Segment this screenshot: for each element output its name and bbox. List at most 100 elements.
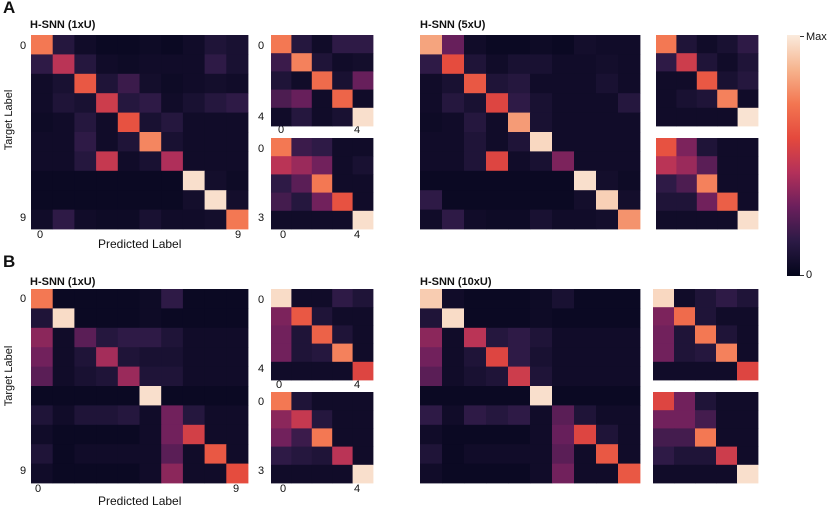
heatmap-cell bbox=[442, 54, 465, 75]
heatmap-cell bbox=[486, 405, 509, 426]
heatmap-cell bbox=[530, 386, 553, 406]
heatmap-cell bbox=[717, 53, 738, 72]
heatmap-cell bbox=[530, 54, 553, 75]
heatmap-cell bbox=[352, 156, 374, 175]
heatmap-cell bbox=[716, 410, 738, 429]
heatmap-cell bbox=[31, 424, 54, 445]
colorbar-min-label: 0 bbox=[806, 269, 813, 281]
heatmap-cell bbox=[656, 71, 677, 90]
heatmap-10 bbox=[653, 289, 759, 381]
heatmap-cell bbox=[117, 54, 140, 75]
heatmap-cell bbox=[161, 289, 184, 309]
heatmap-cell bbox=[574, 112, 597, 133]
heatmap-cell bbox=[717, 192, 738, 212]
heatmap-cell bbox=[737, 192, 759, 212]
heatmap-cell bbox=[716, 392, 738, 411]
heatmap-cell bbox=[442, 35, 465, 55]
heatmap-cell bbox=[291, 392, 313, 411]
tick-b-x0: 0 bbox=[35, 483, 42, 495]
heatmap-cell bbox=[674, 289, 696, 308]
heatmap-cell bbox=[74, 93, 97, 113]
heatmap-cell bbox=[271, 392, 292, 411]
heatmap-cell bbox=[117, 112, 140, 133]
heatmap-cell bbox=[352, 192, 374, 212]
heatmap-cell bbox=[311, 289, 333, 308]
heatmap-cell bbox=[486, 463, 509, 484]
heatmap-title-b-left: H-SNN (1xU) bbox=[30, 276, 96, 288]
heatmap-cell bbox=[530, 463, 553, 484]
heatmap-cell bbox=[716, 289, 738, 308]
heatmap-cell bbox=[52, 151, 75, 172]
heatmap-cell bbox=[618, 327, 641, 348]
tick-a-small2-y0: 0 bbox=[258, 143, 265, 155]
heatmap-cell bbox=[352, 392, 374, 411]
heatmap-cell bbox=[696, 192, 718, 212]
tick-b-x9: 9 bbox=[233, 483, 240, 495]
heatmap-cell bbox=[596, 327, 619, 348]
heatmap-cell bbox=[204, 190, 227, 210]
heatmap-cell bbox=[530, 209, 553, 230]
heatmap-8 bbox=[271, 392, 374, 484]
tick-b-y9: 9 bbox=[20, 465, 27, 477]
heatmap-cell bbox=[442, 289, 465, 309]
heatmap-cell bbox=[618, 35, 641, 55]
heatmap-cell bbox=[204, 386, 227, 406]
heatmap-cell bbox=[96, 327, 119, 348]
heatmap-cell bbox=[117, 93, 140, 113]
heatmap-cell bbox=[226, 132, 249, 152]
heatmap-cell bbox=[676, 156, 698, 175]
heatmap-cell bbox=[464, 463, 487, 484]
heatmap-cell bbox=[182, 444, 205, 464]
heatmap-cell bbox=[737, 343, 759, 363]
tick-b-small2-x4: 4 bbox=[354, 483, 361, 495]
heatmap-cell bbox=[717, 35, 738, 54]
heatmap-cell bbox=[508, 112, 531, 133]
heatmap-cell bbox=[530, 151, 553, 172]
heatmap-cell bbox=[311, 192, 333, 212]
heatmap-cell bbox=[161, 190, 184, 210]
heatmap-cell bbox=[530, 444, 553, 464]
heatmap-cell bbox=[674, 446, 696, 466]
tick-b-small1-y0: 0 bbox=[258, 294, 265, 306]
heatmap-cell bbox=[291, 410, 313, 429]
heatmap-cell bbox=[204, 93, 227, 113]
heatmap-cell bbox=[486, 424, 509, 445]
heatmap-cell bbox=[352, 71, 374, 90]
heatmap-cell bbox=[486, 327, 509, 348]
heatmap-cell bbox=[676, 53, 698, 72]
heatmap-cell bbox=[52, 327, 75, 348]
heatmap-cell bbox=[674, 410, 696, 429]
heatmap-cell bbox=[311, 464, 333, 484]
heatmap-cell bbox=[464, 112, 487, 133]
heatmap-cell bbox=[442, 93, 465, 113]
heatmap-cell bbox=[464, 444, 487, 464]
heatmap-cell bbox=[596, 405, 619, 426]
heatmap-cell bbox=[574, 405, 597, 426]
heatmap-cell bbox=[291, 156, 313, 175]
heatmap-cell bbox=[676, 138, 698, 157]
heatmap-cell bbox=[31, 132, 54, 152]
heatmap-cell bbox=[291, 464, 313, 484]
heatmap-cell bbox=[31, 308, 54, 329]
heatmap-cell bbox=[117, 327, 140, 348]
heatmap-cell bbox=[311, 361, 333, 381]
tick-b-small1-x0: 0 bbox=[276, 379, 283, 391]
heatmap-cell bbox=[204, 54, 227, 75]
heatmap-cell bbox=[96, 308, 119, 329]
heatmap-cell bbox=[420, 405, 443, 426]
heatmap-cell bbox=[226, 54, 249, 75]
heatmap-cell bbox=[552, 347, 575, 367]
heatmap-cell bbox=[226, 209, 249, 230]
heatmap-cell bbox=[552, 73, 575, 94]
heatmap-cell bbox=[464, 386, 487, 406]
heatmap-cell bbox=[139, 112, 162, 133]
heatmap-cell bbox=[464, 366, 487, 387]
heatmap-cell bbox=[737, 89, 759, 109]
heatmap-cell bbox=[508, 73, 531, 94]
heatmap-cell bbox=[96, 444, 119, 464]
colorbar-tick bbox=[800, 36, 804, 37]
heatmap-cell bbox=[291, 35, 313, 54]
heatmap-cell bbox=[464, 93, 487, 113]
heatmap-cell bbox=[530, 366, 553, 387]
heatmap-cell bbox=[352, 107, 374, 127]
